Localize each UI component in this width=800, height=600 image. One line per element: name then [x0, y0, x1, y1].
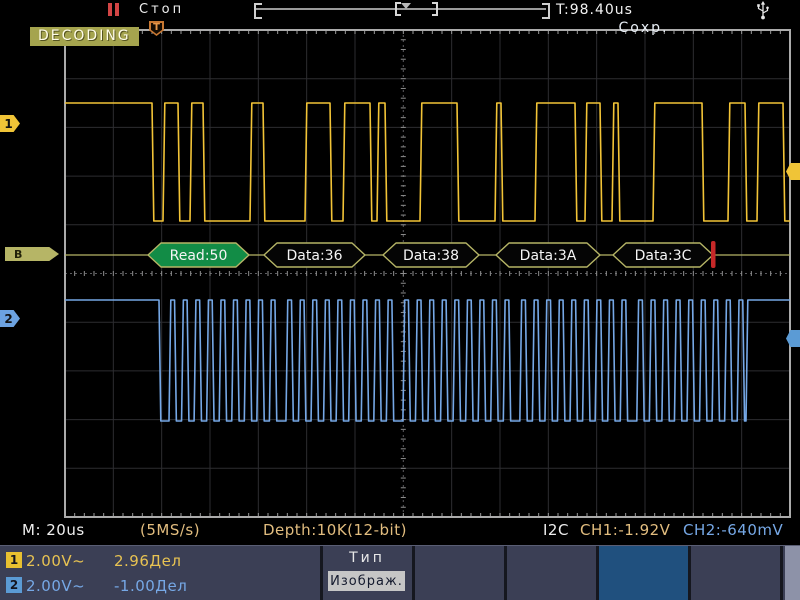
ch1-scale-readout: 2.00V~ — [26, 552, 86, 570]
ch1-badge[interactable]: 1 — [6, 552, 22, 568]
menu-divider — [320, 546, 323, 600]
decode-bubble-label: Data:3C — [635, 248, 692, 264]
save-menu-label[interactable]: Сохр. — [618, 20, 669, 36]
record-bracket-left — [254, 3, 262, 19]
bus-position-marker[interactable]: B — [5, 247, 59, 261]
timebase-readout: M: 20us — [22, 521, 85, 539]
top-status-bar: Стоп T:98.40us — [0, 0, 800, 30]
menu-divider — [412, 546, 415, 600]
ch1-trigger-level-arrow[interactable] — [786, 163, 800, 180]
record-bracket-right — [542, 3, 550, 19]
pause-icon — [108, 3, 119, 16]
ch1-position-marker[interactable]: 1 — [0, 115, 20, 132]
menu-divider — [504, 546, 507, 600]
ch2-trigger-readout: CH2:-640mV — [683, 521, 784, 539]
ch1-position-readout: 2.96Дел — [114, 552, 182, 570]
ch1-trace — [65, 102, 790, 222]
type-menu-label: Тип — [349, 550, 385, 566]
decode-stop-marker — [711, 241, 716, 268]
save-menu-button[interactable] — [599, 546, 688, 600]
decoding-badge: DECODING — [30, 27, 139, 46]
record-window-cursor[interactable] — [401, 3, 411, 9]
bus-type-readout: I2C — [543, 521, 569, 539]
record-depth-readout: Depth:10K(12-bit) — [263, 521, 407, 539]
menu-divider — [780, 546, 783, 600]
graticule-border — [64, 29, 791, 518]
decode-bubble — [147, 242, 250, 268]
decode-bubble — [263, 242, 366, 268]
ch2-position-marker[interactable]: 2 — [0, 310, 20, 327]
decode-bubble-label: Read:50 — [170, 248, 228, 264]
ch2-position-readout: -1.00Дел — [114, 577, 188, 595]
decode-bubble-label: Data:38 — [403, 248, 459, 264]
ch1-trigger-readout: CH1:-1.92V — [580, 521, 671, 539]
run-state-label: Стоп — [139, 2, 185, 17]
menu-collapse-strip[interactable] — [785, 546, 800, 600]
decode-bubble — [495, 242, 601, 268]
decode-bubble-label: Data:3A — [520, 248, 577, 264]
sample-rate-readout: (5MS/s) — [140, 521, 201, 539]
decode-bubble-label: Data:36 — [287, 248, 343, 264]
decode-bubble — [382, 242, 480, 268]
record-position-bar — [256, 8, 546, 10]
menu-divider — [688, 546, 691, 600]
trigger-position-letter: T — [151, 23, 162, 34]
ch2-scale-readout: 2.00V~ — [26, 577, 86, 595]
record-window-left[interactable] — [395, 2, 401, 16]
trigger-position-marker[interactable]: T — [149, 21, 164, 36]
ch2-trace — [65, 299, 790, 422]
type-menu-value-button[interactable]: Изображ. — [328, 571, 405, 591]
record-window-right[interactable] — [432, 2, 438, 16]
ch2-badge[interactable]: 2 — [6, 577, 22, 593]
usb-icon — [757, 1, 769, 20]
trigger-time-readout: T:98.40us — [556, 2, 633, 18]
ch2-trigger-level-arrow[interactable] — [786, 330, 800, 347]
menu-divider — [596, 546, 599, 600]
